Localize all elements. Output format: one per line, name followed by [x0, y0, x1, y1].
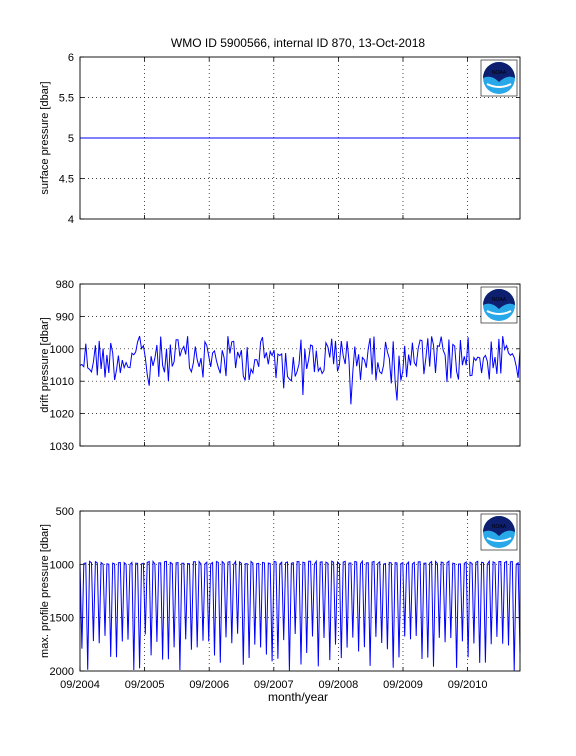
drift-y-axis-label: drift pressure [dbar] — [39, 317, 51, 412]
x-tick-label: 09/2008 — [319, 679, 359, 691]
surface-y-axis-label: surface pressure [dbar] — [39, 81, 51, 194]
drift-y-tick-label: 1030 — [50, 441, 74, 453]
x-tick-label: 09/2005 — [125, 679, 165, 691]
surface-y-tick-label: 6 — [68, 52, 74, 64]
x-tick-label: 09/2006 — [189, 679, 229, 691]
surface-y-tick-label: 4 — [68, 214, 74, 226]
profile-y-tick-label: 2000 — [50, 666, 74, 678]
noaa-logo-bird — [483, 289, 515, 309]
profile-y-axis-label: max. profile pressure [dbar] — [39, 524, 51, 658]
noaa-logo: NOAA — [480, 59, 518, 97]
profile-y-tick-label: 1000 — [50, 559, 74, 571]
noaa-logo: NOAA — [480, 286, 518, 324]
noaa-logo-text: NOAA — [492, 524, 507, 530]
drift-y-tick-label: 980 — [56, 279, 74, 291]
profile-series-line — [79, 559, 521, 671]
drift-axes-frame — [79, 283, 521, 447]
max-profile-pressure-panel: 500 1000 1500 2000 max. profile pressure [db… — [39, 506, 521, 678]
noaa-logo-text: NOAA — [492, 70, 507, 76]
drift-y-tick-label: 990 — [56, 311, 74, 323]
surface-pressure-panel: 4 4.5 5 5.5 6 surface pressure [dbar] NOAA — [39, 52, 521, 226]
x-axis-label: month/year — [268, 690, 328, 704]
drift-y-tick-label: 1000 — [50, 344, 74, 356]
profile-axes-frame — [79, 510, 521, 672]
noaa-logo: NOAA — [480, 513, 518, 551]
x-tick-label: 09/2007 — [254, 679, 294, 691]
drift-series-line — [79, 335, 521, 405]
surface-axes-frame — [79, 56, 521, 220]
noaa-logo-bird — [483, 62, 515, 82]
figure-title: WMO ID 5900566, internal ID 870, 13-Oct-… — [171, 36, 425, 50]
drift-pressure-panel: 980 990 1000 1010 1020 1030 drift pressure [db… — [39, 279, 521, 453]
x-tick-label: 09/2010 — [448, 679, 488, 691]
surface-y-tick-label: 5 — [68, 133, 74, 145]
noaa-logo-text: NOAA — [492, 297, 507, 303]
surface-y-tick-label: 5.5 — [59, 93, 74, 105]
x-tick-label: 09/2009 — [383, 679, 423, 691]
profile-y-tick-label: 500 — [56, 506, 74, 518]
profile-y-tick-label: 1500 — [50, 613, 74, 625]
drift-y-tick-label: 1020 — [50, 409, 74, 421]
noaa-logo-wave — [486, 537, 512, 542]
x-tick-label: 09/2004 — [60, 679, 100, 691]
noaa-logo-wave — [486, 310, 512, 315]
surface-y-tick-label: 4.5 — [59, 174, 74, 186]
noaa-logo-wave — [486, 83, 512, 88]
noaa-logo-bird — [483, 516, 515, 536]
drift-y-tick-label: 1010 — [50, 376, 74, 388]
